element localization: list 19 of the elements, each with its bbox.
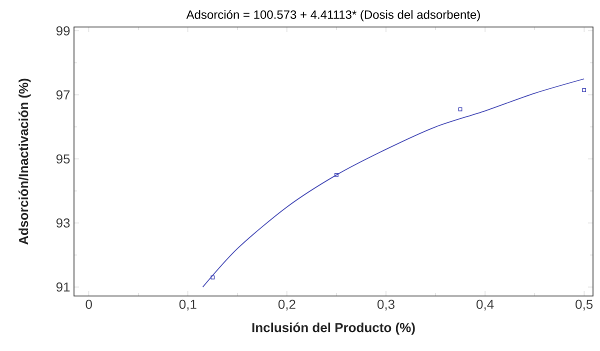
line-series (202, 78, 585, 288)
y-tick-label: 99 (56, 26, 70, 36)
y-tick-label: 97 (56, 90, 70, 100)
y-tick-label: 95 (56, 154, 70, 164)
x-axis-title: Inclusión del Producto (%) (252, 322, 415, 335)
chart-title: Adsorción = 100.573 + 4.41113* (Dosis del adsorbente) (186, 10, 480, 22)
x-tick-label: 0,4 (476, 300, 494, 310)
x-tick-label: 0,5 (576, 300, 593, 310)
x-tick-label: 0,2 (278, 300, 296, 310)
point (210, 275, 215, 280)
y-tick-label: 93 (56, 218, 70, 228)
x-tick-label: 0,3 (377, 300, 394, 310)
point (582, 88, 586, 92)
y-tick-label: 91 (56, 282, 70, 292)
y-axis-title: Adsorción/Inactivación (%) (18, 78, 31, 245)
x-tick-label: 0,1 (179, 300, 196, 310)
point (334, 173, 338, 177)
point (458, 107, 462, 112)
x-tick-label: 0 (86, 300, 92, 309)
